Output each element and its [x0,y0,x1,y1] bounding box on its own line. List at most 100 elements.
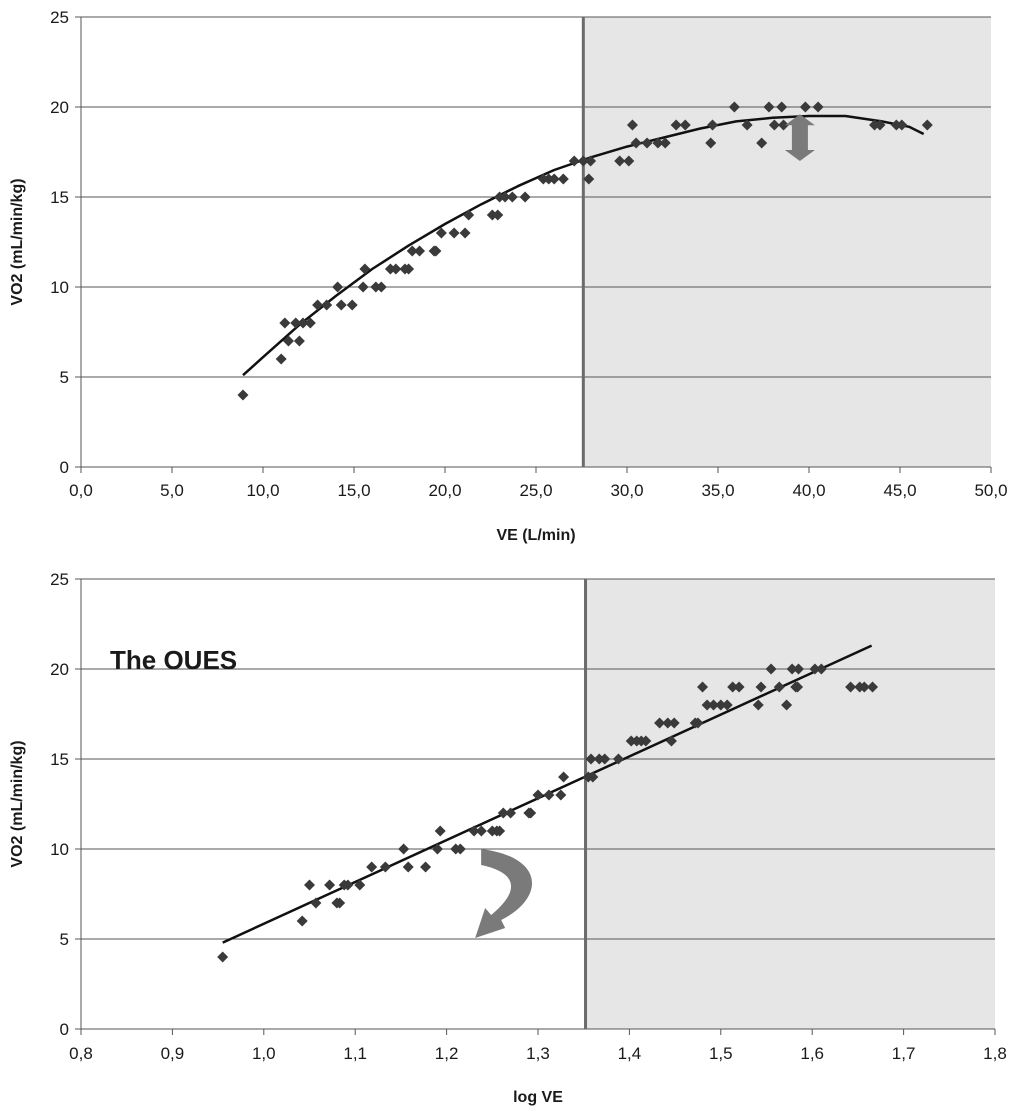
x-tick-label: 1,8 [983,1044,1007,1063]
curved-rotation-arrow-icon [475,849,533,938]
data-point [290,317,302,329]
y-tick-label: 10 [50,840,69,859]
data-point [640,735,652,747]
data-point [792,681,804,693]
data-point [398,843,410,855]
data-point [623,155,635,167]
y-tick-label: 15 [50,750,69,769]
data-point [896,119,908,131]
data-point [874,119,886,131]
data-point [763,101,775,113]
x-tick-label: 30,0 [610,481,643,500]
data-point [558,771,570,783]
data-point [756,137,768,149]
data-point [705,137,717,149]
data-point [858,681,870,693]
data-point [297,317,309,329]
x-tick-label: 1,2 [435,1044,459,1063]
data-point [778,119,790,131]
data-point [665,735,677,747]
data-point [654,717,666,729]
data-point [662,717,674,729]
x-tick-label: 35,0 [701,481,734,500]
data-point [555,789,567,801]
data-point [707,119,719,131]
data-point [463,209,475,221]
data-point [701,699,713,711]
data-point [741,119,753,131]
data-point [434,825,446,837]
data-point [431,843,443,855]
data-point [430,245,442,257]
data-point [497,807,509,819]
x-tick-label: 1,7 [892,1044,916,1063]
data-point [626,119,638,131]
data-point [519,191,531,203]
data-point [448,227,460,239]
data-point [812,101,824,113]
data-point [727,681,739,693]
shaded-region [585,579,995,1029]
data-point [375,281,387,293]
data-point [312,299,324,311]
data-point [468,825,480,837]
data-point [390,263,402,275]
data-point [568,155,580,167]
data-point [867,681,879,693]
x-tick-label: 1,3 [526,1044,550,1063]
data-point [543,789,555,801]
data-point [697,681,709,693]
data-point [612,753,624,765]
chart-2: 0 5 10 15 20 25 0,8 0,9 1,0 1,1 1,2 1,3 1,4 1,5 1,6 1,7… [9,570,1007,1106]
data-point [506,191,518,203]
x-tick-label: 1,1 [343,1044,367,1063]
data-point [585,155,597,167]
data-point [641,137,653,149]
data-point [752,699,764,711]
data-point [357,281,369,293]
data-point [402,861,414,873]
data-point [715,699,727,711]
y-axis-title: VO2 (mL/min/kg) [9,178,26,305]
y-tick-label: 5 [60,930,69,949]
data-point [755,681,767,693]
y-tick-label: 5 [60,368,69,387]
data-point [792,663,804,675]
double-headed-vertical-arrow-icon [784,114,815,161]
data-point [293,335,305,347]
data-point [614,155,626,167]
data-point [585,753,597,765]
x-tick-label: 1,5 [709,1044,733,1063]
data-point [414,245,426,257]
data-point [310,897,322,909]
data-point [403,263,415,275]
data-point [406,245,418,257]
data-point [692,717,704,729]
data-point [346,299,358,311]
data-point [237,389,249,401]
data-point [499,191,511,203]
chart-1: 0 5 10 15 20 25 0,0 5,0 10,0 15,0 20,0 25,0 30,0 35,0… [9,8,1008,544]
x-axis-title: log VE [513,1089,563,1106]
data-point [548,173,560,185]
x-tick-label: 0,0 [69,481,93,500]
shaded-region [583,17,991,467]
data-point [670,119,682,131]
data-point [786,663,798,675]
data-point [354,879,366,891]
data-point [475,825,487,837]
data-point [217,951,229,963]
data-point [845,681,857,693]
data-point [335,299,347,311]
data-point [525,807,537,819]
data-point [492,209,504,221]
y-tick-label: 10 [50,278,69,297]
x-axis-title: VE (L/min) [496,527,575,544]
x-tick-label: 1,6 [800,1044,824,1063]
data-point [652,137,664,149]
data-point [334,897,346,909]
x-tick-label: 10,0 [246,481,279,500]
data-point [321,299,333,311]
data-point [630,137,642,149]
data-point [459,227,471,239]
